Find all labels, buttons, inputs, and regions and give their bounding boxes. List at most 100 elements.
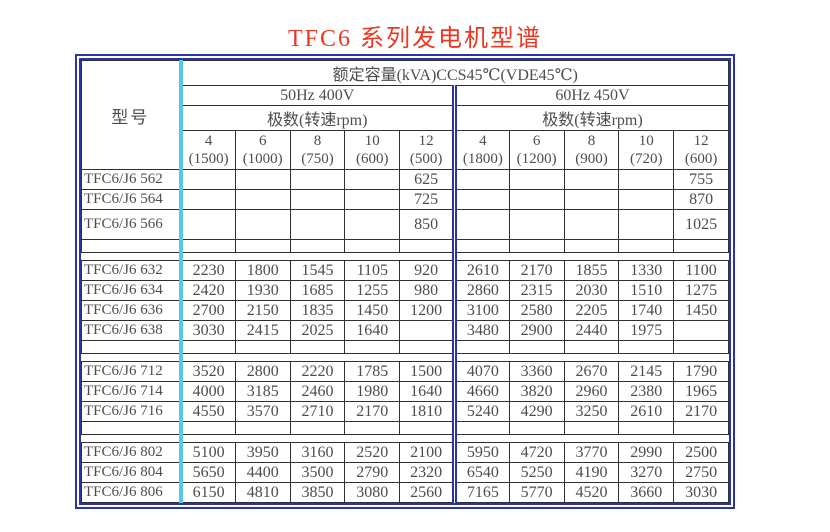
empty-cell	[180, 421, 236, 435]
capacity-header: 额定容量(kVA)CCS45℃(VDE45℃)	[180, 60, 729, 86]
empty-cell	[618, 239, 675, 253]
model-cell: TFC6/J6 632	[81, 260, 183, 281]
value-cell	[344, 189, 401, 210]
empty-cell	[673, 239, 729, 253]
pole-speed-header-row: 4 (1500) 6 (1000) 8 (750) 10 (600) 12 (500) 4 (1800…	[82, 130, 729, 170]
spacer-cell	[180, 252, 455, 261]
value-cell: 1545	[289, 260, 346, 281]
value-cell: 980	[399, 280, 455, 301]
value-cell: 2670	[563, 361, 620, 382]
pole-count-label: 12	[418, 133, 434, 149]
pole-speed-header: 10 (720)	[618, 130, 675, 170]
value-cell: 1930	[234, 280, 291, 301]
value-cell: 2440	[563, 320, 620, 341]
value-cell: 1025	[673, 209, 729, 240]
value-cell: 2415	[234, 320, 291, 341]
empty-cell	[618, 340, 675, 354]
value-cell	[508, 209, 565, 240]
value-cell: 4070	[451, 361, 510, 382]
empty-row	[81, 340, 729, 354]
value-cell: 3185	[234, 381, 291, 402]
rpm-label: (500)	[409, 151, 443, 167]
model-cell: TFC6/J6 634	[81, 280, 183, 301]
empty-cell	[399, 239, 455, 253]
value-cell: 3820	[508, 381, 565, 402]
empty-cell	[451, 340, 510, 354]
value-cell: 2315	[508, 280, 565, 301]
pole-count-label: 6	[532, 133, 541, 149]
value-cell: 1255	[344, 280, 401, 301]
value-cell: 725	[399, 189, 455, 210]
value-cell: 1450	[673, 300, 729, 321]
value-cell	[234, 209, 291, 240]
value-cell: 2170	[673, 401, 729, 422]
value-cell: 1330	[618, 260, 675, 281]
pole-speed-header: 4 (1800)	[451, 130, 510, 170]
value-cell: 2790	[344, 462, 401, 483]
generator-spec-table: 型号 额定容量(kVA)CCS45℃(VDE45℃) 50Hz 400V 60H…	[81, 60, 730, 503]
value-cell: 5650	[180, 462, 236, 483]
empty-row	[81, 421, 729, 435]
value-cell: 2750	[673, 462, 729, 483]
empty-cell	[563, 239, 620, 253]
value-cell: 1800	[234, 260, 291, 281]
section-label-50hz: 50Hz 400V	[180, 85, 455, 106]
value-cell	[180, 169, 236, 190]
value-cell: 2205	[563, 300, 620, 321]
model-cell: TFC6/J6 716	[81, 401, 183, 422]
value-cell: 7165	[451, 482, 510, 503]
model-cell: TFC6/J6 562	[81, 169, 183, 190]
value-cell	[234, 169, 291, 190]
table-row: TFC6/J6 714 4000 3185 2460 1980 1640 4660 3820 2…	[81, 381, 729, 402]
page-title: TFC6 系列发电机型谱	[287, 26, 542, 52]
value-cell: 2990	[618, 442, 675, 463]
table-row: TFC6/J6 562 625 755	[81, 169, 729, 190]
spacer-row	[81, 252, 729, 261]
spacer-cell	[81, 252, 183, 261]
empty-cell	[234, 340, 291, 354]
empty-cell	[563, 340, 620, 354]
value-cell	[563, 189, 620, 210]
empty-cell	[234, 239, 291, 253]
value-cell: 1740	[618, 300, 675, 321]
value-cell: 1685	[289, 280, 346, 301]
value-cell: 2900	[508, 320, 565, 341]
value-cell: 3660	[618, 482, 675, 503]
value-cell	[451, 209, 510, 240]
table-row: TFC6/J6 566 850 1025	[81, 209, 729, 240]
model-cell: TFC6/J6 564	[81, 189, 183, 210]
value-cell: 2320	[399, 462, 455, 483]
value-cell	[344, 169, 401, 190]
rpm-label: (1200)	[516, 151, 557, 167]
pole-count-label: 10	[638, 133, 654, 149]
value-cell: 5100	[180, 442, 236, 463]
pole-count-label: 12	[693, 133, 709, 149]
value-cell	[451, 169, 510, 190]
value-cell: 2610	[451, 260, 510, 281]
value-cell: 2145	[618, 361, 675, 382]
value-cell: 1980	[344, 381, 401, 402]
value-cell: 2170	[508, 260, 565, 281]
value-cell: 2710	[289, 401, 346, 422]
pole-count-label: 6	[258, 133, 267, 149]
empty-cell	[180, 340, 236, 354]
value-cell: 1510	[618, 280, 675, 301]
value-cell: 1975	[618, 320, 675, 341]
table-row: TFC6/J6 716 4550 3570 2710 2170 1810 5240 4290 3…	[81, 401, 729, 422]
table-row: TFC6/J6 806 6150 4810 3850 3080 2560 7165 5770 4…	[81, 482, 729, 503]
value-cell	[344, 209, 401, 240]
value-cell: 6150	[180, 482, 236, 503]
value-cell: 1640	[399, 381, 455, 402]
value-cell: 4190	[563, 462, 620, 483]
pole-speed-header: 8 (750)	[289, 130, 346, 170]
value-cell	[289, 169, 346, 190]
pole-count-label: 8	[313, 133, 322, 149]
spacer-row	[81, 353, 729, 362]
value-cell: 3520	[180, 361, 236, 382]
model-cell: TFC6/J6 714	[81, 381, 183, 402]
value-cell: 3080	[344, 482, 401, 503]
value-cell: 2150	[234, 300, 291, 321]
value-cell: 1640	[344, 320, 401, 341]
value-cell: 3480	[451, 320, 510, 341]
table-row: TFC6/J6 636 2700 2150 1835 1450 1200 3100 2580 2…	[81, 300, 729, 321]
